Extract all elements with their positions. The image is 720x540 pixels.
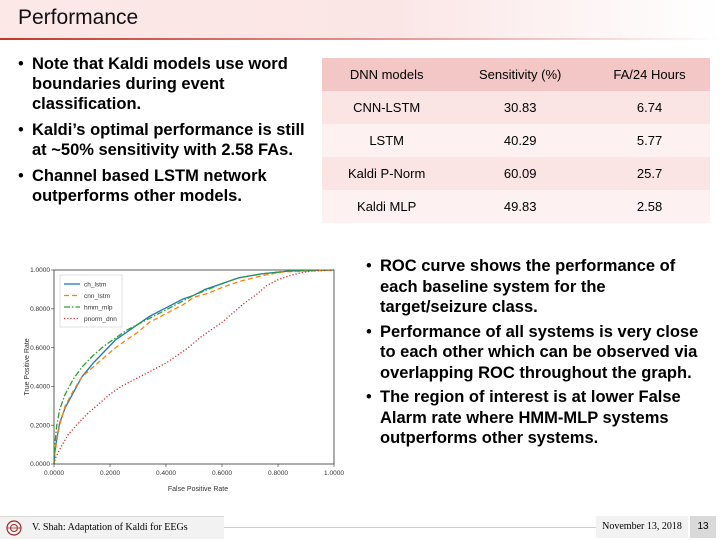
x-axis-label: False Positive Rate <box>168 486 228 493</box>
x-tick-label: 0.0000 <box>44 470 64 477</box>
footer-divider <box>224 527 596 528</box>
y-tick-label: 0.4000 <box>30 384 50 391</box>
legend-label: ch_lstm <box>84 281 106 288</box>
plot-area: 0.0000 0.2000 0.4000 0.6000 0.8000 1.0000 0.00… <box>30 267 344 477</box>
footer-author: V. Shah: Adaptation of Kaldi for EEGs <box>32 522 188 533</box>
header-cell: DNN models <box>322 58 452 91</box>
table-cell: LSTM <box>322 124 452 157</box>
x-tick-label: 0.2000 <box>100 470 120 477</box>
y-axis-label: True Positive Rate <box>24 338 31 395</box>
table-cell: 2.58 <box>589 190 710 223</box>
y-tick-label: 1.0000 <box>30 267 50 274</box>
x-tick-label: 0.6000 <box>212 470 232 477</box>
table-cell: 6.74 <box>589 91 710 124</box>
series-line-hmm-mlp <box>53 269 335 465</box>
table-row: CNN-LSTM 30.83 6.74 <box>322 91 710 124</box>
footer-date: November 13, 2018 <box>596 516 688 538</box>
page-number: 13 <box>690 516 716 538</box>
bullet-item: Kaldi’s optimal performance is still at … <box>18 120 318 160</box>
legend-label: cnn_lstm <box>84 293 110 300</box>
bullet-item: The region of interest is at lower False… <box>366 387 706 449</box>
table-cell: 5.77 <box>589 124 710 157</box>
table-cell: 25.7 <box>589 157 710 190</box>
series-line-pnorm-dnn <box>53 269 335 465</box>
table-cell: 40.29 <box>451 124 590 157</box>
x-tick-label: 1.0000 <box>324 470 344 477</box>
results-table: DNN models Sensitivity (%) FA/24 Hours C… <box>322 58 710 223</box>
table-cell: Kaldi P-Norm <box>322 157 452 190</box>
bullet-item: Performance of all systems is very close… <box>366 322 706 384</box>
y-tick-label: 0.2000 <box>30 422 50 429</box>
table-cell: Kaldi MLP <box>322 190 452 223</box>
right-bullet-list: ROC curve shows the performance of each … <box>366 256 706 453</box>
table-cell: 49.83 <box>451 190 590 223</box>
y-tick-label: 0.0000 <box>30 461 50 468</box>
legend-label: hmm_mlp <box>84 304 113 311</box>
y-tick-label: 0.6000 <box>30 345 50 352</box>
bullet-item: Channel based LSTM network outperforms o… <box>18 166 318 206</box>
table-row: Kaldi MLP 49.83 2.58 <box>322 190 710 223</box>
header-cell: Sensitivity (%) <box>451 58 590 91</box>
x-tick-label: 0.8000 <box>268 470 288 477</box>
table-cell: 30.83 <box>451 91 590 124</box>
left-bullet-list: Note that Kaldi models use word boundari… <box>18 54 318 212</box>
table-cell: CNN-LSTM <box>322 91 452 124</box>
x-tick-label: 0.4000 <box>156 470 176 477</box>
table-row: LSTM 40.29 5.77 <box>322 124 710 157</box>
footer-author-box: V. Shah: Adaptation of Kaldi for EEGs <box>0 516 224 539</box>
title-bar: Performance <box>0 0 720 40</box>
bullet-item: ROC curve shows the performance of each … <box>366 256 706 318</box>
header-cell: FA/24 Hours <box>589 58 710 91</box>
table-header-row: DNN models Sensitivity (%) FA/24 Hours <box>322 58 710 91</box>
slide-title: Performance <box>18 6 139 29</box>
legend-label: pnorm_dnn <box>84 316 117 323</box>
table-cell: 60.09 <box>451 157 590 190</box>
y-tick-label: 0.8000 <box>30 306 50 313</box>
university-logo-icon <box>6 520 22 536</box>
roc-chart: True Positive Rate False Positive Rate 0… <box>24 267 344 493</box>
table-row: Kaldi P-Norm 60.09 25.7 <box>322 157 710 190</box>
series-line-cnn-lstm <box>53 269 335 465</box>
bullet-item: Note that Kaldi models use word boundari… <box>18 54 318 114</box>
